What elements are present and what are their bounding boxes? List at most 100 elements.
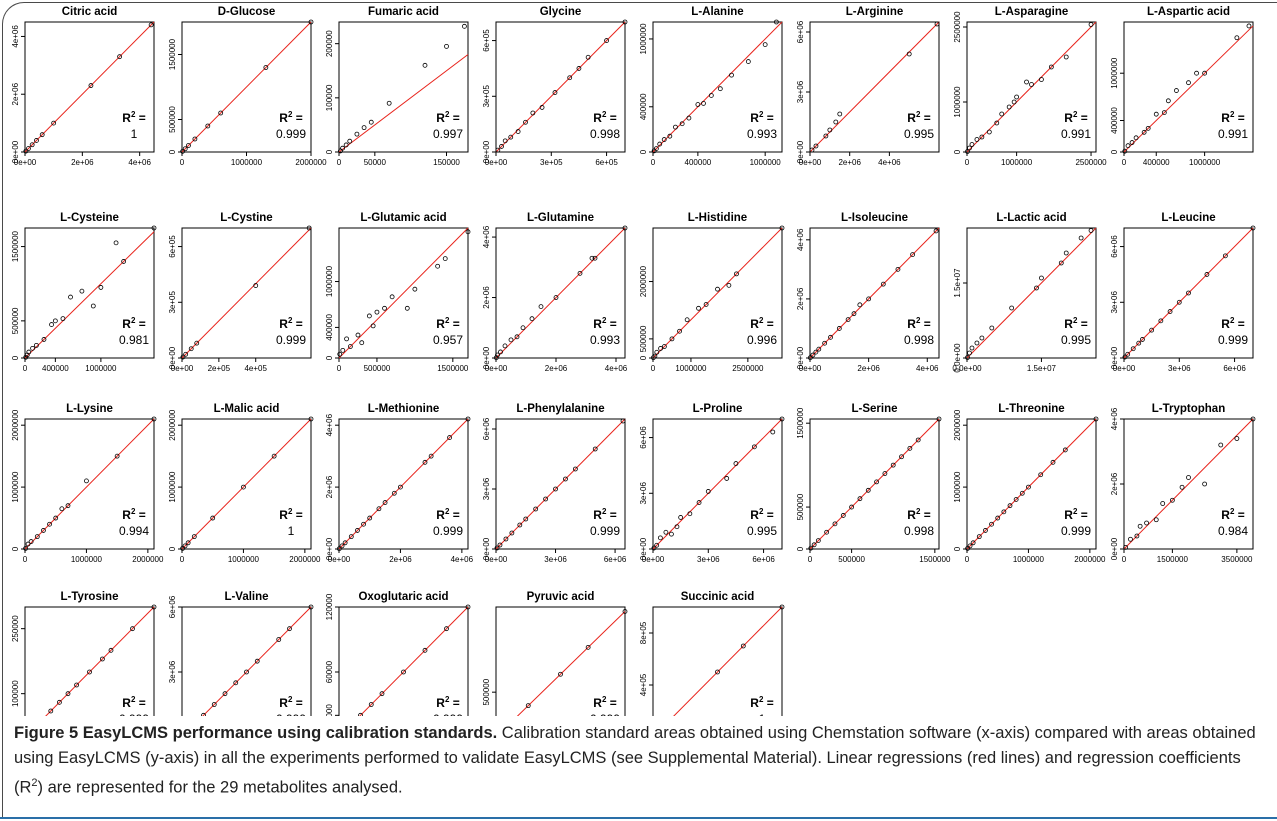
y-tick-label: 0e+00 <box>796 140 805 163</box>
r2-equals: = <box>135 111 145 125</box>
data-point <box>907 445 913 451</box>
data-point <box>1145 125 1151 131</box>
y-tick-label: 0e+00 <box>639 537 648 560</box>
x-tick-label: 2000000 <box>132 555 164 564</box>
y-tick-label: 1000000 <box>1110 57 1119 89</box>
data-point <box>1050 459 1056 465</box>
data-point <box>29 142 35 148</box>
data-point <box>585 54 591 60</box>
r2-superscript: 2 <box>131 507 136 516</box>
panel-l-glutamine: L-Glutamine 0e+00 2e+06 4e+06 0e+00 2e+06 4e+0… <box>482 212 628 373</box>
x-tick-label: 3e+06 <box>1168 364 1191 373</box>
r2-value: 0.991 <box>1061 127 1091 141</box>
data-point <box>442 256 448 261</box>
panel-frame <box>181 418 312 550</box>
panel-title: L-Glutamic acid <box>360 212 446 224</box>
data-point <box>1088 22 1094 27</box>
y-tick-label: 6e+06 <box>796 20 805 43</box>
data-point <box>653 146 659 152</box>
r2-superscript: 2 <box>445 695 450 704</box>
data-point <box>337 351 343 357</box>
data-point <box>673 124 678 130</box>
data-point <box>979 335 985 341</box>
r2-superscript: 2 <box>916 316 921 325</box>
data-point <box>180 545 186 551</box>
r2-superscript: 2 <box>288 110 293 119</box>
data-point <box>253 283 259 288</box>
panel-frame <box>338 227 469 359</box>
data-point <box>661 344 667 349</box>
panel-title: L-Alanine <box>691 6 743 18</box>
y-tick-label: 6e+05 <box>482 29 491 52</box>
data-point <box>677 328 682 334</box>
panel-title: L-Histidine <box>688 212 747 224</box>
panel-l-cystine: L-Cystine 0e+00 2e+05 4e+05 0e+00 3e+05 6e+05 R… <box>168 212 312 373</box>
y-tick-label: 1500000 <box>796 407 805 439</box>
data-point <box>934 21 940 27</box>
data-point <box>538 304 544 310</box>
data-point <box>1011 99 1017 105</box>
x-tick-label: 6e+05 <box>595 158 618 167</box>
panel-d-glucose: D-Glucose 0 1000000 2000000 0 500000 1500000 R2… <box>168 6 327 167</box>
panel-l-proline: L-Proline 0e+00 3e+06 6e+06 0e+00 3e+06 6e+06 R… <box>639 403 785 564</box>
data-point <box>339 543 345 549</box>
r2-superscript: 2 <box>131 110 136 119</box>
r2-label: R2 = <box>279 507 302 522</box>
data-point <box>151 416 157 422</box>
panel-l-isoleucine: L-Isoleucine 0e+00 2e+06 4e+06 0e+00 2e+06 4e+… <box>796 212 940 373</box>
data-point <box>604 38 609 43</box>
r2-value: 0.996 <box>747 333 777 347</box>
data-point <box>509 530 515 536</box>
data-point <box>355 528 360 533</box>
data-point <box>669 531 674 537</box>
x-tick-label: 1000000 <box>675 364 707 373</box>
data-point <box>1141 129 1147 135</box>
y-tick-label: 1500000 <box>11 230 20 262</box>
x-tick-label: 3e+06 <box>697 555 720 564</box>
x-tick-label: 0 <box>1122 158 1127 167</box>
y-tick-label: 3e+05 <box>482 85 491 108</box>
data-point <box>117 54 122 60</box>
data-point <box>696 500 702 505</box>
panel-frame <box>1123 21 1254 153</box>
data-point <box>263 65 269 70</box>
data-point <box>969 142 975 147</box>
data-point <box>113 240 119 246</box>
data-point <box>708 93 714 98</box>
data-point <box>620 418 626 424</box>
data-point <box>1125 143 1131 149</box>
panel-title: L-Proline <box>693 403 743 415</box>
x-tick-label: 400000 <box>1143 158 1170 167</box>
r2-value: 0.995 <box>747 524 777 538</box>
data-point <box>967 145 972 151</box>
panel-frame <box>24 418 155 550</box>
r2-value: 0.997 <box>433 127 463 141</box>
r2-value: 0.981 <box>119 333 149 347</box>
data-point <box>539 105 545 110</box>
panel-title: L-Malic acid <box>214 403 280 415</box>
y-tick-label: 0 <box>168 149 177 154</box>
data-point <box>183 351 189 357</box>
data-point <box>192 136 198 142</box>
r2-equals: = <box>763 696 773 710</box>
x-tick-label: 0 <box>23 364 28 373</box>
data-point <box>679 121 685 127</box>
x-tick-label: 4e+06 <box>451 555 474 564</box>
figure-caption: Figure 5 EasyLCMS performance using cali… <box>14 721 1269 801</box>
y-tick-label: 0 <box>953 546 962 551</box>
data-point <box>386 100 392 106</box>
data-point <box>1160 501 1166 506</box>
data-point <box>686 115 692 121</box>
y-tick-label: 0 <box>639 355 648 360</box>
panel-frame <box>809 21 940 153</box>
x-tick-label: 1500000 <box>919 555 951 564</box>
data-point <box>65 503 71 509</box>
panel-title: L-Tryptophan <box>1152 403 1225 415</box>
data-point <box>816 346 822 352</box>
panel-l-aspartic-acid: L-Aspartic acid 0 400000 1000000 0 400000 1000… <box>1110 6 1254 167</box>
r2-value: 0.999 <box>119 712 149 716</box>
y-tick-label: 1000000 <box>953 86 962 118</box>
data-point <box>520 325 526 331</box>
data-point <box>1222 253 1228 259</box>
r2-equals: = <box>606 696 616 710</box>
